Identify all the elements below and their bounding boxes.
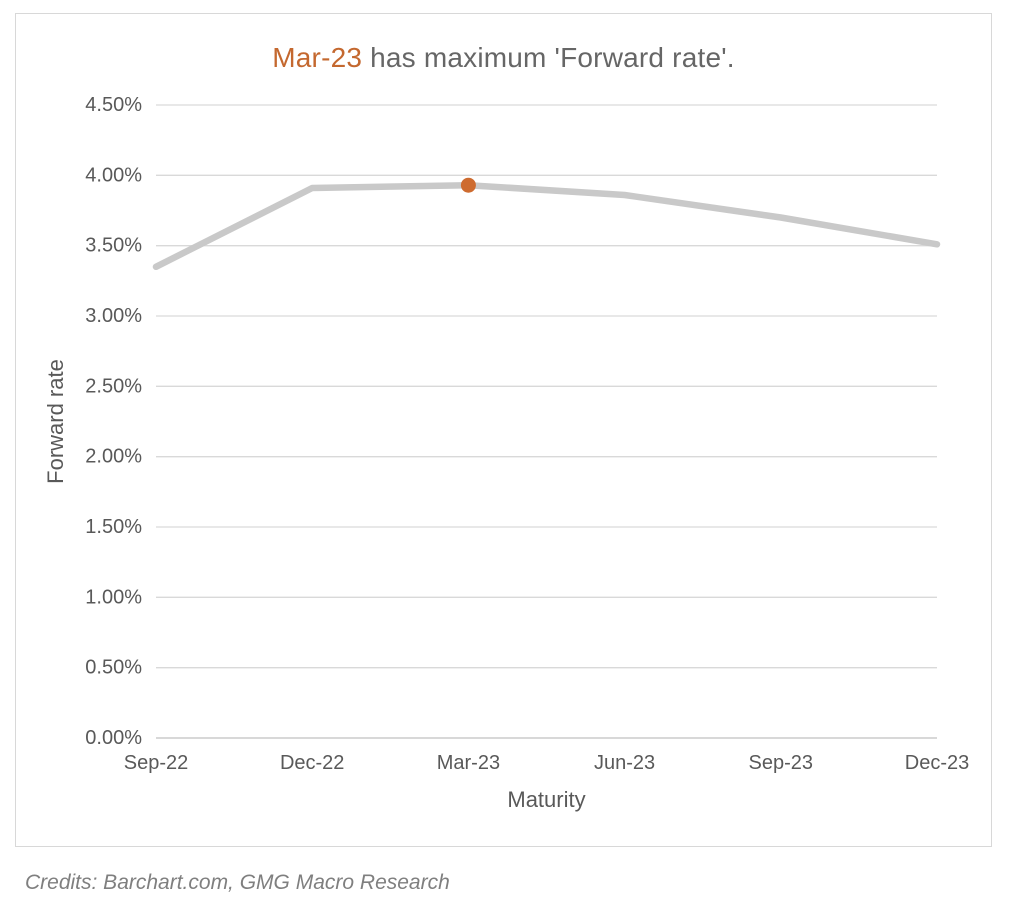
y-axis-tick-label: 0.00% xyxy=(85,727,142,749)
x-axis-tick-label: Sep-23 xyxy=(749,752,814,774)
y-axis-tick-label: 4.00% xyxy=(85,164,142,186)
x-axis-tick-label: Dec-23 xyxy=(905,752,969,774)
series-line xyxy=(152,181,941,271)
chart-title-rest: has maximum 'Forward rate'. xyxy=(362,42,735,73)
y-axis-tick-label: 3.50% xyxy=(85,235,142,257)
y-axis-tick-label: 0.50% xyxy=(85,657,142,679)
x-axis-tick-label: Sep-22 xyxy=(124,752,189,774)
y-axis-title: Forward rate xyxy=(43,359,68,484)
credits-text: Credits: Barchart.com, GMG Macro Researc… xyxy=(25,871,450,894)
y-axis-tick-label: 3.00% xyxy=(85,305,142,327)
y-axis-tick-label: 1.50% xyxy=(85,516,142,538)
x-axis-tick-label: Jun-23 xyxy=(594,752,655,774)
chart-title: Mar-23 has maximum 'Forward rate'. xyxy=(16,42,991,74)
y-axis-tick-label: 1.00% xyxy=(85,586,142,608)
chart-container: 0.00% 0.50% 1.00% 1.50% 2.00% 2.50% 3.00% 3.50%… xyxy=(15,13,992,847)
x-axis-tick-label: Dec-22 xyxy=(280,752,344,774)
x-axis-title: Maturity xyxy=(507,787,585,812)
y-axis-tick-label: 2.50% xyxy=(85,375,142,397)
chart-title-highlight: Mar-23 xyxy=(272,42,363,73)
highlight-marker xyxy=(460,177,476,193)
line-chart: 0.00% 0.50% 1.00% 1.50% 2.00% 2.50% 3.00% 3.50%… xyxy=(43,94,969,812)
y-axis-tick-label: 2.00% xyxy=(85,446,142,468)
x-axis-tick-label: Mar-23 xyxy=(437,752,500,774)
y-axis-tick-label: 4.50% xyxy=(85,94,142,116)
